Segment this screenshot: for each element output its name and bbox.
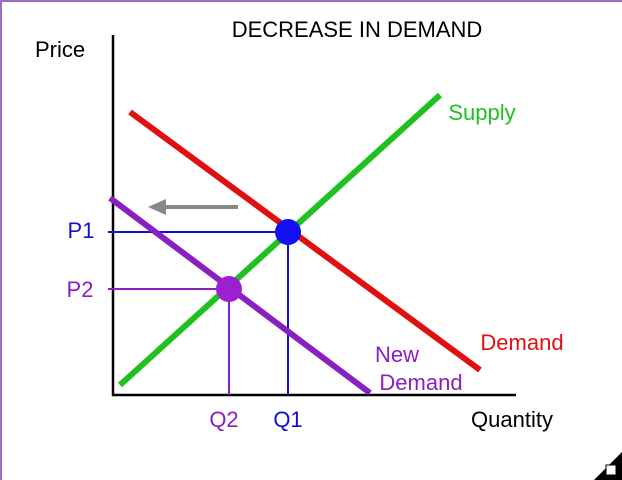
quantity-label: Q2 xyxy=(209,407,238,432)
demand-curve xyxy=(128,109,482,373)
resize-box xyxy=(605,464,617,476)
equilibrium-2 xyxy=(216,276,242,302)
shift-arrow-head xyxy=(148,199,166,215)
quantity-label: Q1 xyxy=(273,407,302,432)
new-demand-label-2: Demand xyxy=(379,370,462,395)
new-demand-label-1: New xyxy=(375,342,419,367)
equilibrium-1 xyxy=(275,219,301,245)
x-axis-label: Quantity xyxy=(471,407,553,432)
title: DECREASE IN DEMAND xyxy=(232,17,483,42)
y-axis-label: Price xyxy=(35,37,85,62)
supply-label: Supply xyxy=(448,100,515,125)
price-label: P1 xyxy=(68,218,95,243)
demand-label: Demand xyxy=(480,330,563,355)
price-label: P2 xyxy=(67,277,94,302)
